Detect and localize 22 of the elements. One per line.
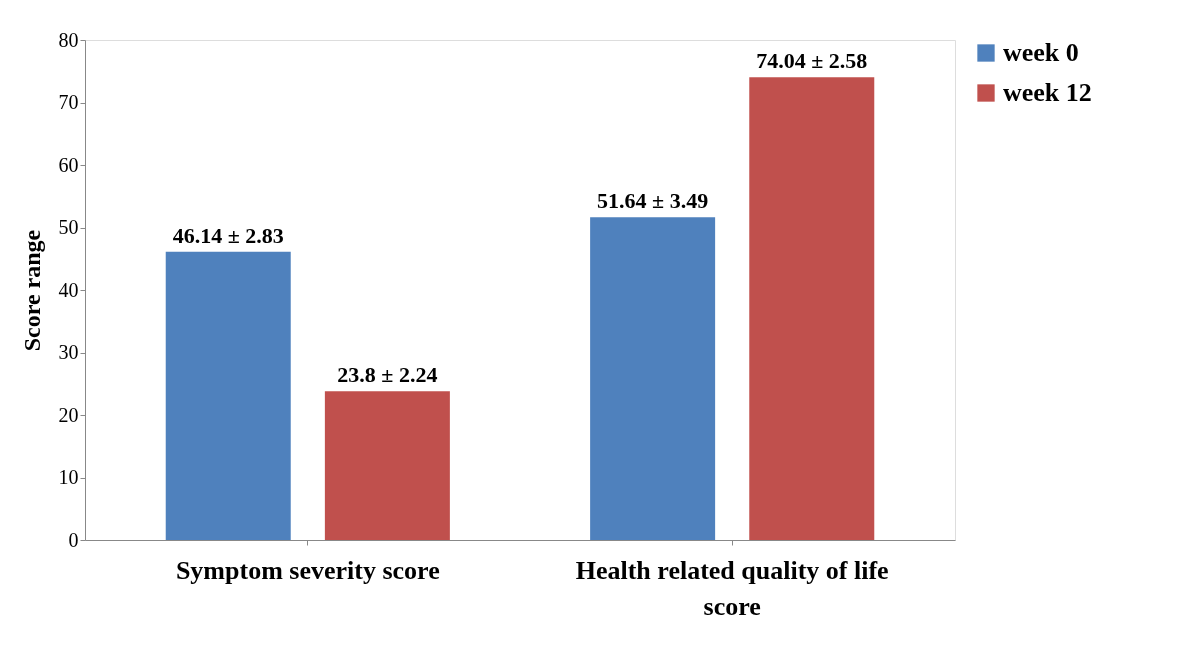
data-label: 23.8 ± 2.24 [337, 362, 438, 388]
data-label: 51.64 ± 3.49 [597, 188, 709, 214]
y-tick-label: 60 [58, 153, 79, 176]
y-tick-label: 50 [58, 216, 79, 238]
y-tick-label: 10 [58, 466, 79, 488]
legend-label: week 12 [1003, 78, 1092, 107]
y-tick-label: 40 [58, 278, 79, 301]
y-tick-label: 30 [58, 341, 79, 363]
y-tick-label: 70 [58, 91, 79, 113]
bar [590, 217, 716, 540]
x-tick-label: Symptom severity score [175, 555, 440, 585]
legend-label: week 0 [1003, 38, 1079, 67]
bar [324, 391, 450, 540]
y-tick-label: 80 [58, 28, 79, 51]
y-tick-label: 0 [68, 528, 79, 551]
x-tick-label: Health related quality of life score [575, 555, 889, 621]
data-label: 46.14 ± 2.83 [172, 222, 284, 248]
y-axis-title: Score range [18, 229, 45, 352]
bar [165, 251, 291, 540]
bar [749, 77, 875, 540]
y-tick-label: 20 [58, 403, 79, 426]
data-label: 74.04 ± 2.58 [756, 48, 868, 74]
